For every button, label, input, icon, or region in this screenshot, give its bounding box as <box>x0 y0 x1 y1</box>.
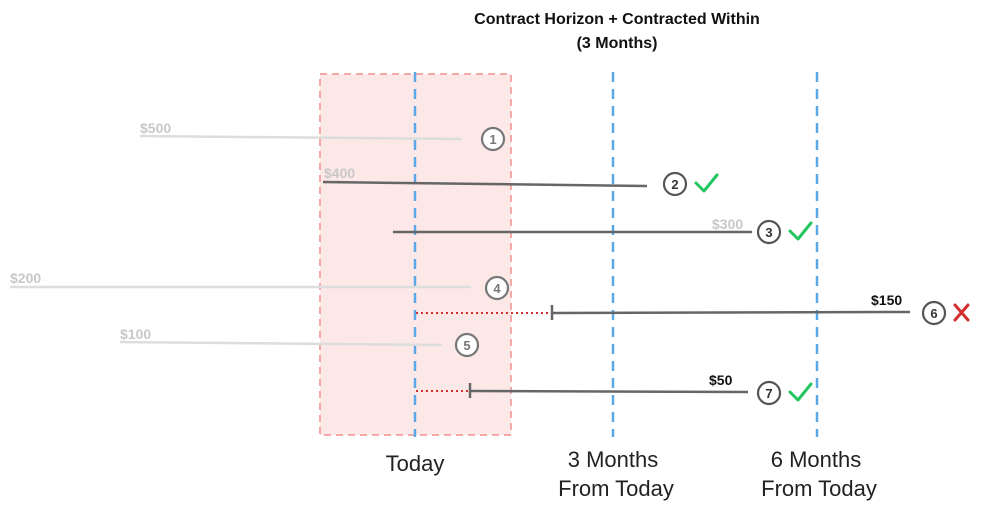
contract-number: 2 <box>671 177 678 192</box>
checkmark-icon <box>788 221 813 241</box>
contract-amount: $300 <box>712 216 743 232</box>
contract-row-1: $500 1 <box>139 120 506 152</box>
cross-icon <box>953 303 970 322</box>
checkmark-icon <box>788 382 813 402</box>
contract-amount: $150 <box>871 292 902 308</box>
diagram-title-line1: Contract Horizon + Contracted Within <box>474 11 760 28</box>
today-label: Today <box>386 451 445 476</box>
contract-line <box>322 180 648 188</box>
3-months-label-line2: From Today <box>558 476 674 501</box>
contract-row-4: $200 4 <box>10 270 510 301</box>
3-months-label-line1: 3 Months <box>568 447 659 472</box>
diagram-title-line2: (3 Months) <box>577 35 658 52</box>
contract-number-badge <box>662 171 688 197</box>
contract-number-badge <box>756 380 782 406</box>
contract-number: 3 <box>765 225 772 240</box>
contract-line <box>551 310 911 315</box>
contract-number-badge <box>454 332 480 358</box>
checkmark-icon <box>694 173 719 193</box>
contract-number-badge <box>756 219 782 245</box>
6-months-label-line1: 6 Months <box>771 447 862 472</box>
contract-amount: $400 <box>324 165 355 181</box>
contract-number: 1 <box>489 132 496 147</box>
contract-row-7: $50 7 <box>416 372 813 406</box>
contract-number-badge <box>480 126 506 152</box>
contract-number: 5 <box>463 338 470 353</box>
contract-line <box>119 340 443 347</box>
contract-amount: $500 <box>140 120 171 136</box>
contract-amount: $100 <box>120 326 151 342</box>
contract-number: 6 <box>930 306 937 321</box>
contract-line <box>469 389 749 394</box>
contract-number: 4 <box>493 281 501 296</box>
contract-number-badge <box>484 275 510 301</box>
contract-number-badge <box>921 300 947 326</box>
contract-row-5: $100 5 <box>119 326 480 358</box>
contract-amount: $200 <box>10 270 41 286</box>
contract-amount: $50 <box>709 372 733 388</box>
contract-number: 7 <box>765 386 772 401</box>
contract-line <box>139 134 463 141</box>
contract-row-2: $400 2 <box>322 165 719 197</box>
6-months-label-line2: From Today <box>761 476 877 501</box>
contract-row-3: $300 3 <box>393 216 813 245</box>
contract-row-6: $150 6 <box>416 292 970 326</box>
contracted-within-window <box>319 73 512 436</box>
